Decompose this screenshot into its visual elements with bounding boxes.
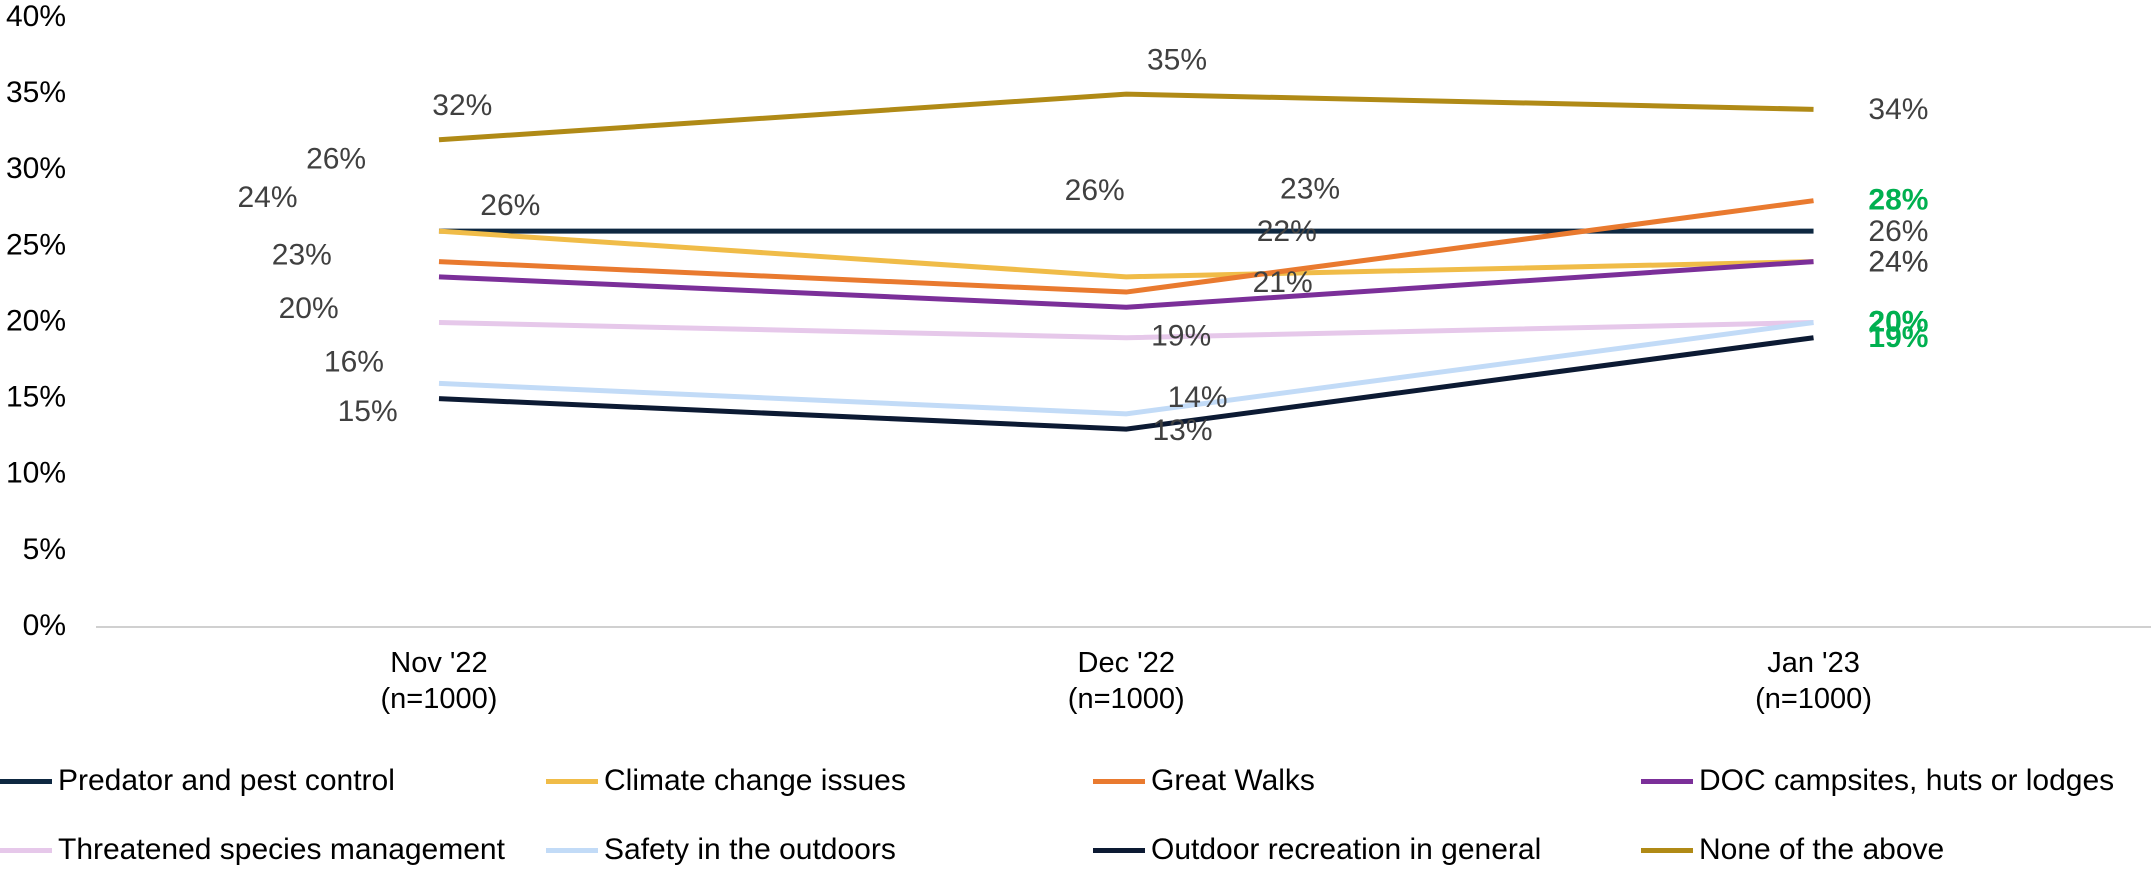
- series-line: [438, 259, 1814, 310]
- y-tick-label: 40%: [6, 0, 66, 33]
- data-label: 35%: [1147, 44, 1207, 77]
- data-label: 14%: [1168, 381, 1228, 414]
- legend-label: Outdoor recreation in general: [1151, 833, 1542, 866]
- data-label: 23%: [272, 238, 332, 271]
- legend-label: Safety in the outdoors: [604, 833, 896, 866]
- data-label: 20%: [1868, 306, 1928, 339]
- legend-item: None of the above: [1641, 833, 1944, 867]
- x-tick-label: Dec '22 (n=1000): [1067, 647, 1185, 715]
- x-tick-label: Jan '23 (n=1000): [1755, 647, 1872, 715]
- x-tick-label: Nov '22 (n=1000): [380, 647, 498, 715]
- legend-swatch: [1093, 778, 1145, 784]
- data-label: 34%: [1868, 93, 1928, 126]
- data-label: 15%: [338, 395, 398, 428]
- legend-swatch: [0, 778, 52, 784]
- y-tick-label: 35%: [6, 76, 66, 109]
- series-line: [438, 320, 1814, 417]
- legend-label: DOC campsites, huts or lodges: [1699, 764, 2115, 797]
- legend-item: Climate change issues: [546, 764, 906, 798]
- y-tick-label: 5%: [23, 533, 66, 566]
- data-label: 32%: [432, 89, 492, 122]
- y-tick-label: 20%: [6, 304, 66, 337]
- legend-swatch: [1093, 847, 1145, 853]
- legend-label: Predator and pest control: [58, 764, 395, 797]
- legend-item: Great Walks: [1093, 764, 1315, 798]
- data-label: 24%: [1868, 245, 1928, 278]
- data-label: 28%: [1868, 184, 1928, 217]
- data-label: 20%: [1868, 306, 1928, 339]
- series-line: [438, 198, 1814, 295]
- legend-label: Climate change issues: [604, 764, 906, 797]
- series-line: [438, 228, 1814, 280]
- data-label: 22%: [1257, 215, 1317, 248]
- data-label: 26%: [1868, 215, 1928, 248]
- legend-item: Predator and pest control: [0, 764, 395, 798]
- data-label: 19%: [1151, 319, 1211, 352]
- data-label: 26%: [1065, 174, 1125, 207]
- series-line: [438, 320, 1814, 341]
- data-label: 21%: [1253, 266, 1313, 299]
- data-label: 26%: [306, 142, 366, 175]
- legend-swatch: [1641, 778, 1693, 784]
- y-tick-label: 15%: [6, 381, 66, 414]
- series-line: [438, 91, 1814, 143]
- data-label: 19%: [1868, 321, 1928, 354]
- legend-swatch: [546, 847, 598, 853]
- legend-item: Threatened species management: [0, 833, 505, 867]
- data-label: 26%: [480, 189, 540, 222]
- data-label: 13%: [1152, 414, 1212, 447]
- data-label: 24%: [237, 181, 297, 214]
- legend-item: DOC campsites, huts or lodges: [1641, 764, 2114, 798]
- data-label: 24%: [1868, 245, 1928, 278]
- y-tick-label: 30%: [6, 152, 66, 185]
- data-label: 20%: [279, 292, 339, 325]
- legend-label: None of the above: [1699, 833, 1945, 866]
- series-line: [438, 335, 1814, 432]
- legend-swatch: [0, 847, 52, 853]
- data-label: 23%: [1280, 173, 1340, 206]
- y-tick-label: 0%: [23, 609, 66, 642]
- legend-label: Great Walks: [1151, 764, 1315, 797]
- data-label: 16%: [324, 345, 384, 378]
- legend-item: Outdoor recreation in general: [1093, 833, 1541, 867]
- legend-swatch: [546, 778, 598, 784]
- y-tick-label: 10%: [6, 457, 66, 490]
- legend-swatch: [1641, 847, 1693, 853]
- legend-item: Safety in the outdoors: [546, 833, 896, 867]
- y-tick-label: 25%: [6, 228, 66, 261]
- legend-label: Threatened species management: [58, 833, 505, 866]
